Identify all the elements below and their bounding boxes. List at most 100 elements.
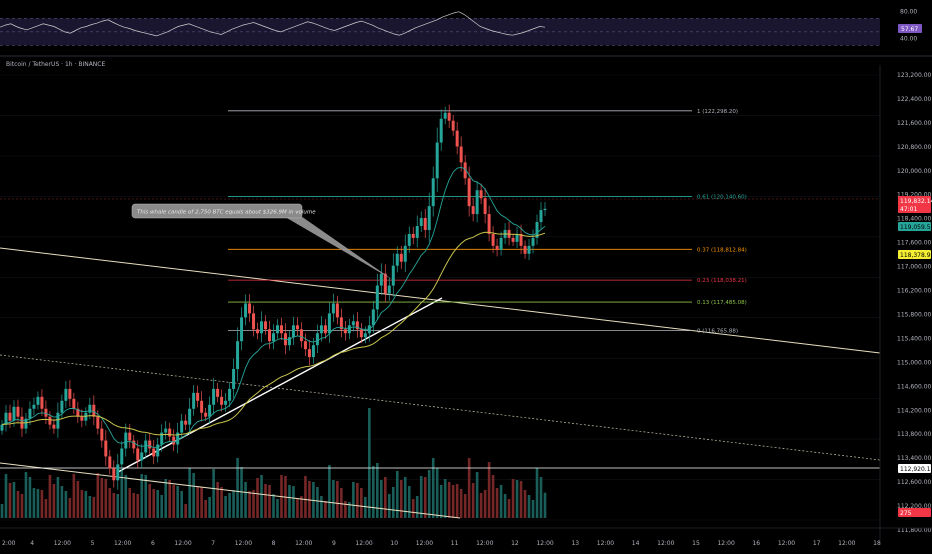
annotation-text: This whale candle of 2,750 BTC equals ab… — [137, 210, 316, 216]
price-tick-label: 115,400.00 — [897, 335, 932, 342]
candle-body — [212, 388, 216, 405]
volume-bar — [399, 480, 403, 518]
candle-body — [264, 321, 268, 330]
volume-bar — [72, 474, 76, 518]
candle-body — [112, 468, 116, 481]
volume-bar — [300, 496, 303, 518]
volume-bar — [324, 501, 327, 518]
candle-body — [60, 400, 64, 413]
volume-bar — [212, 469, 215, 518]
time-tick-label: 2:00 — [2, 540, 16, 547]
volume-bar — [380, 480, 383, 518]
volume-bar — [403, 477, 407, 518]
candle-body — [451, 120, 455, 131]
volume-bar — [248, 491, 251, 518]
candle-body — [248, 303, 252, 314]
time-tick-label: 16 — [752, 540, 760, 547]
candle-body — [407, 233, 411, 246]
volume-badge-bg — [898, 508, 931, 517]
volume-bar — [360, 488, 363, 518]
time-tick-label: 12:00 — [416, 540, 433, 547]
volume-bar — [76, 481, 80, 518]
price-tick-label: 122,400.00 — [897, 96, 932, 103]
volume-bar — [272, 494, 275, 518]
candle-body — [32, 404, 36, 409]
candle-body — [539, 210, 543, 223]
fib-level-label: 0.23 (118,038.21) — [697, 278, 747, 284]
fib-level-label: 0.13 (117,485.08) — [697, 300, 747, 306]
time-tick-label: 8 — [272, 540, 276, 547]
volume-bar — [447, 482, 451, 518]
volume-bar — [156, 490, 160, 518]
volume-bar — [220, 487, 223, 518]
candle-body — [68, 388, 72, 399]
candle-body — [52, 424, 56, 429]
candle-body — [172, 436, 176, 445]
candle-body — [132, 440, 136, 449]
candle-body — [8, 412, 12, 421]
volume-bar — [419, 476, 423, 518]
time-tick-label: 14 — [632, 540, 640, 547]
volume-bar — [467, 458, 471, 518]
candle-body — [140, 452, 144, 461]
volume-bar — [244, 482, 247, 518]
volume-bar — [160, 495, 164, 518]
rsi-current-value: 57.67 — [901, 26, 918, 33]
candle-body — [315, 333, 319, 346]
price-tick-label: 123,200.00 — [897, 72, 932, 79]
candle-body — [491, 233, 495, 246]
rsi-line — [0, 11, 546, 37]
candle-body — [347, 325, 351, 334]
volume-bar — [415, 496, 419, 518]
time-tick-label: 12:00 — [778, 540, 795, 547]
volume-bar — [48, 475, 52, 518]
volume-bar — [80, 490, 84, 518]
volume-bar — [20, 494, 24, 518]
descending-trend-line — [0, 247, 881, 354]
volume-bar — [152, 489, 156, 518]
ema-slow-badge-bg — [898, 250, 931, 259]
volume-bar — [88, 496, 92, 518]
countdown-timer: 47:01 — [900, 206, 917, 213]
candle-body — [208, 404, 212, 417]
price-tick-label: 112,200.00 — [897, 503, 932, 510]
time-tick-label: 12:00 — [838, 540, 855, 547]
candle-body — [303, 341, 307, 350]
candle-body — [168, 428, 172, 437]
candle-body — [287, 337, 291, 346]
ema-slow-line — [1, 231, 546, 436]
volume-bar — [328, 465, 331, 518]
candle-body — [499, 237, 503, 250]
candle-body — [88, 404, 92, 413]
volume-bar — [144, 475, 148, 518]
volume-bar — [316, 487, 319, 518]
candle-body — [431, 178, 435, 207]
candle-body — [36, 396, 40, 405]
time-tick-label: 12 — [511, 540, 519, 547]
current-price-badge-bg — [898, 196, 931, 213]
volume-bar — [296, 499, 299, 518]
volume-bar — [443, 479, 447, 518]
volume-bar — [44, 499, 48, 518]
volume-bar — [383, 477, 387, 518]
volume-bar — [260, 475, 263, 518]
volume-bar — [84, 491, 88, 518]
candle-body — [24, 418, 28, 429]
candle-body — [116, 464, 120, 481]
volume-bar — [112, 493, 116, 518]
volume-bar — [148, 484, 152, 518]
volume-bar — [184, 504, 187, 518]
candle-body — [196, 392, 200, 401]
volume-bar — [32, 488, 36, 518]
volume-bar — [407, 486, 411, 518]
volume-bar — [499, 485, 503, 518]
volume-bar — [411, 499, 415, 518]
volume-bar — [427, 470, 431, 518]
time-tick-label: 11 — [451, 540, 459, 547]
fib-level-label: 0 (116,765.88) — [697, 329, 738, 335]
volume-bar — [539, 477, 543, 518]
candle-body — [511, 237, 515, 242]
time-tick-label: 12:00 — [597, 540, 614, 547]
